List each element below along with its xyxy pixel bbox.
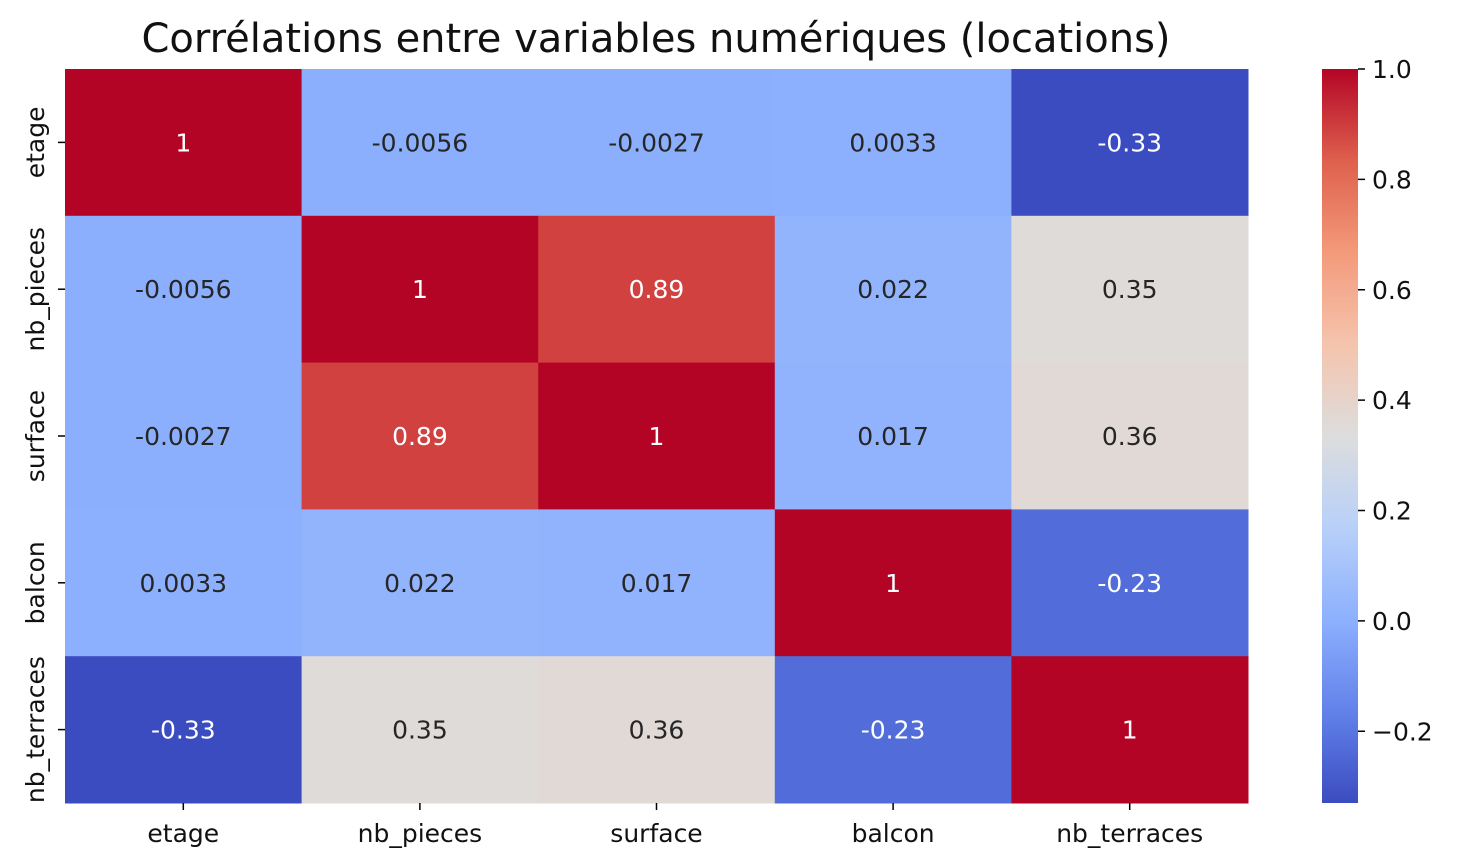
cell-value-label: 1 (1122, 716, 1138, 745)
cell-value-label: 1 (412, 275, 428, 304)
heatmap-cell (65, 215, 303, 364)
heatmap-cell (774, 362, 1012, 510)
cell-value-label: -0.0056 (135, 275, 232, 304)
cell-value-label: 1 (885, 569, 901, 598)
cell-value-label: 1 (649, 422, 665, 451)
heatmap-cell (1011, 509, 1249, 657)
x-tick-label: etage (147, 819, 219, 848)
x-tick-label: balcon (852, 819, 935, 848)
heatmap-cell (1011, 362, 1249, 510)
heatmap-cell (774, 509, 1012, 657)
heatmap-cell (774, 656, 1012, 804)
heatmap-cell (538, 362, 776, 510)
heatmap-cell (301, 69, 539, 217)
cell-value-label: 0.017 (621, 569, 693, 598)
chart-title: Corrélations entre variables numériques … (141, 16, 1170, 62)
heatmap-cells: 1 -0.0056 -0.0027 0.0033 -0.33 -0.0056 1 0.89 0.… (65, 69, 1249, 804)
x-tick-label: nb_terraces (1056, 819, 1203, 848)
cell-value-label: -0.0027 (608, 128, 705, 157)
heatmap-cell (301, 509, 539, 657)
colorbar-tick-label: 0.6 (1372, 276, 1412, 305)
heatmap-cell (1011, 215, 1249, 364)
heatmap-cell (538, 215, 776, 364)
heatmap-cell (65, 656, 303, 804)
colorbar-tick-label: 1.0 (1372, 55, 1412, 84)
cell-value-label: 0.35 (1102, 275, 1158, 304)
cell-value-label: -0.0056 (372, 128, 469, 157)
heatmap-cell (301, 215, 539, 364)
cell-value-label: -0.33 (1097, 128, 1162, 157)
cell-value-label: -0.33 (151, 716, 216, 745)
heatmap-cell (1011, 656, 1249, 804)
colorbar-tick-label: 0.0 (1372, 607, 1412, 636)
y-tick-label: nb_terraces (21, 656, 50, 803)
cell-value-label: 0.36 (1102, 422, 1158, 451)
cell-value-label: 0.022 (857, 275, 929, 304)
heatmap-cell (65, 69, 303, 217)
cell-value-label: 0.0033 (140, 569, 227, 598)
cell-value-label: 0.35 (392, 716, 448, 745)
x-tick-label: surface (610, 819, 702, 848)
x-tick-label: nb_pieces (358, 819, 483, 848)
cell-value-label: 1 (175, 128, 191, 157)
heatmap-cell (538, 509, 776, 657)
y-tick-label: surface (21, 390, 50, 482)
cell-value-label: -0.0027 (135, 422, 232, 451)
heatmap-cell (538, 69, 776, 217)
heatmap-cell (774, 215, 1012, 364)
colorbar-axis: 1.0 0.8 0.6 0.4 0.2 0.0 −0.2 (1358, 55, 1433, 746)
cell-value-label: 0.89 (392, 422, 448, 451)
heatmap-cell (301, 362, 539, 510)
colorbar-tick-label: −0.2 (1372, 717, 1433, 746)
colorbar-tick-label: 0.4 (1372, 386, 1412, 415)
colorbar (1322, 69, 1358, 803)
y-tick-label: balcon (21, 541, 50, 624)
heatmap-cell (1011, 69, 1249, 217)
cell-value-label: 0.022 (384, 569, 456, 598)
heatmap-cell (65, 509, 303, 657)
colorbar-tick-label: 0.8 (1372, 165, 1412, 194)
cell-value-label: 0.017 (857, 422, 929, 451)
cell-value-label: -0.23 (1097, 569, 1162, 598)
cell-value-label: 0.0033 (849, 128, 936, 157)
y-tick-label: etage (21, 107, 50, 179)
heatmap-cell (538, 656, 776, 804)
colorbar-tick-label: 0.2 (1372, 497, 1412, 526)
heatmap-cell (301, 656, 539, 804)
x-axis: etage nb_pieces surface balcon nb_terraces (147, 803, 1203, 848)
heatmap-cell (65, 362, 303, 510)
cell-value-label: 0.89 (629, 275, 685, 304)
heatmap-cell (774, 69, 1012, 217)
cell-value-label: -0.23 (861, 716, 926, 745)
y-tick-label: nb_pieces (21, 227, 50, 352)
cell-value-label: 0.36 (629, 716, 685, 745)
